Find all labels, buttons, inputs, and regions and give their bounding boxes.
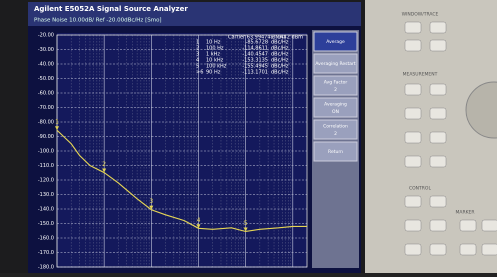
- hard-key[interactable]: [405, 244, 421, 255]
- y-tick-label: -110.0: [38, 163, 54, 169]
- subtitle: Phase Noise 10.00dB/ Ref -20.00dBc/Hz [S…: [34, 18, 162, 24]
- hard-key[interactable]: [405, 196, 421, 207]
- hard-key[interactable]: [405, 22, 421, 33]
- y-tick-label: -130.0: [38, 192, 54, 198]
- softkey-label: Averaging: [324, 102, 347, 108]
- hard-key[interactable]: [405, 156, 421, 167]
- y-tick-label: -70.00: [38, 105, 54, 111]
- hard-key[interactable]: [430, 108, 446, 119]
- y-tick-label: -170.0: [38, 250, 54, 256]
- section-label: CONTROL: [409, 186, 431, 192]
- softkey-value: ON: [332, 109, 339, 115]
- softkey-label: Correlation: [323, 124, 348, 130]
- marker-label: 5: [244, 220, 248, 227]
- hard-key[interactable]: [430, 84, 446, 95]
- hard-key[interactable]: [430, 220, 446, 231]
- hard-key[interactable]: [405, 108, 421, 119]
- section-label: MARKER: [455, 210, 474, 216]
- y-tick-label: -150.0: [38, 221, 54, 227]
- marker-label: 1: [55, 119, 59, 126]
- hard-key[interactable]: [482, 220, 497, 231]
- softkey-label: Return: [328, 149, 343, 155]
- y-tick-label: -50.00: [38, 76, 54, 82]
- hard-key[interactable]: [430, 40, 446, 51]
- section-label: MEASUREMENT: [403, 72, 438, 78]
- marker-label: 2: [102, 161, 106, 168]
- marker-freq: 90 Hz: [206, 70, 221, 76]
- y-tick-label: -120.0: [38, 178, 54, 184]
- hard-key[interactable]: [482, 244, 497, 255]
- hard-key[interactable]: [405, 132, 421, 143]
- marker-unit: dBc/Hz: [271, 70, 289, 76]
- y-tick-label: -30.00: [38, 47, 54, 53]
- softkey-value: 2: [334, 131, 337, 137]
- title: Agilent E5052A Signal Source Analyzer: [34, 5, 188, 13]
- y-tick-label: -40.00: [38, 62, 54, 68]
- y-tick-label: -90.00: [38, 134, 54, 140]
- photo: Agilent E5052A Signal Source Analyzer Ph…: [0, 0, 497, 273]
- marker-label: 4: [197, 217, 201, 224]
- y-tick-label: -60.00: [38, 91, 54, 97]
- hard-key[interactable]: [460, 244, 476, 255]
- softkey-label: Average: [326, 39, 345, 45]
- hard-key[interactable]: [405, 84, 421, 95]
- hard-key[interactable]: [430, 22, 446, 33]
- section-label: WINDOW/TRACE: [402, 12, 439, 18]
- softkey-label: Avg Factor: [324, 80, 348, 86]
- plot-area: [57, 33, 307, 268]
- y-tick-label: -140.0: [38, 207, 54, 213]
- y-tick-label: -20.00: [38, 33, 54, 39]
- softkey-label: Averaging Restart: [315, 61, 356, 67]
- marker-label: 3: [149, 198, 153, 205]
- softkey-value: 2: [334, 87, 337, 93]
- hard-key[interactable]: [430, 244, 446, 255]
- hard-key[interactable]: [405, 40, 421, 51]
- y-tick-label: -180.0: [38, 265, 54, 271]
- y-tick-label: -80.00: [38, 120, 54, 126]
- y-tick-label: -100.0: [38, 149, 54, 155]
- marker-value: -113.1701: [242, 70, 268, 76]
- hard-key[interactable]: [430, 156, 446, 167]
- hard-key[interactable]: [460, 220, 476, 231]
- hard-key[interactable]: [430, 196, 446, 207]
- hard-key[interactable]: [405, 220, 421, 231]
- marker-id: >6: [196, 70, 203, 76]
- y-tick-label: -160.0: [38, 236, 54, 242]
- hard-key[interactable]: [430, 132, 446, 143]
